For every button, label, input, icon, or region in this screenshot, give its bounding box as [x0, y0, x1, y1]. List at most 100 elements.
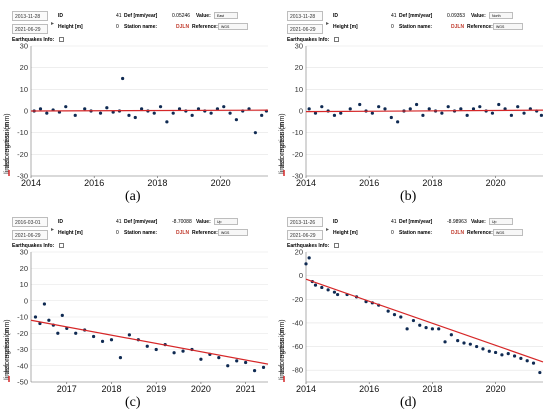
- regression-line: [305, 278, 544, 363]
- height-label: Height [m]: [333, 230, 358, 236]
- data-point: [190, 113, 194, 117]
- y-tick-label: 0: [299, 107, 303, 116]
- y-tick-label: 20: [295, 63, 303, 72]
- x-tick-label: 2018: [147, 178, 167, 188]
- data-point: [396, 120, 400, 124]
- data-point: [252, 369, 257, 373]
- deformation-chart: -50 -40 -30 -20 -10 0 10 20 30 2017 2018 2019 2020 20…: [4, 248, 269, 394]
- reference-select[interactable]: WGS: [493, 229, 523, 236]
- data-point: [446, 105, 450, 109]
- data-point: [172, 351, 176, 355]
- x-tick-label: 2014: [21, 178, 41, 188]
- id-label: ID: [333, 13, 338, 19]
- station-name-label: Station name:: [124, 230, 158, 236]
- earthquakes-info-checkbox[interactable]: [334, 243, 339, 248]
- y-axis-label: deformation (mm): [279, 113, 286, 168]
- start-date-field[interactable]: 2016-03-01: [12, 217, 48, 227]
- data-point: [383, 107, 387, 111]
- def-value: 0.05246: [172, 13, 191, 19]
- data-point: [98, 111, 103, 115]
- y-axis-label: deformation (mm): [279, 319, 286, 374]
- end-date-field[interactable]: 2021-06-29: [12, 24, 48, 34]
- panel-caption: (b): [400, 189, 417, 204]
- y-axis-label: deformation (mm): [4, 319, 11, 374]
- data-point: [332, 290, 337, 294]
- value-select[interactable]: Up: [214, 218, 238, 225]
- data-point: [348, 107, 352, 111]
- earthquakes-info-checkbox[interactable]: [334, 37, 339, 42]
- data-point: [490, 111, 495, 115]
- chart-panel-b: 2013-11-28 2021-06-29 ▸ ID Height [m] 41 0 Def …: [275, 0, 550, 206]
- data-point: [133, 115, 137, 120]
- def-value: -8.98963: [447, 219, 467, 225]
- data-point: [516, 105, 520, 109]
- data-point: [228, 111, 232, 115]
- value-select[interactable]: Up: [489, 218, 513, 225]
- y-tick-label: -30: [292, 172, 303, 181]
- data-point: [307, 256, 311, 260]
- y-tick-label: 30: [20, 248, 28, 257]
- data-point: [320, 105, 324, 109]
- x-tick-label: 2018: [422, 178, 442, 188]
- data-point: [408, 107, 412, 111]
- y-tick-label: -50: [17, 378, 28, 387]
- x-tick-label: 2014: [296, 178, 316, 188]
- data-point: [399, 315, 403, 319]
- data-point: [215, 107, 220, 111]
- data-point: [525, 359, 529, 363]
- x-tick-label: 2014: [296, 384, 316, 394]
- legend-label: linear regression: [4, 328, 11, 380]
- data-point: [235, 359, 239, 363]
- id-value: 41: [391, 219, 397, 225]
- end-date-field[interactable]: 2021-06-29: [287, 230, 323, 240]
- start-date-field[interactable]: 2013-11-28: [12, 11, 48, 21]
- data-point: [127, 113, 131, 117]
- height-value: 0: [391, 24, 394, 30]
- panel-caption: (d): [400, 395, 417, 410]
- data-point: [503, 107, 507, 111]
- data-point: [494, 350, 498, 355]
- reference-select[interactable]: WGS: [218, 229, 248, 236]
- data-point: [336, 292, 340, 297]
- data-point: [459, 107, 463, 111]
- y-tick-label: 0: [299, 271, 303, 280]
- data-point: [171, 111, 175, 115]
- start-date-field[interactable]: 2013-11-26: [287, 217, 323, 227]
- y-tick-label: -20: [17, 150, 28, 159]
- start-date-field[interactable]: 2013-11-28: [287, 11, 323, 21]
- data-point: [60, 313, 64, 317]
- data-point: [74, 331, 78, 335]
- y-axis-label: deformation (mm): [4, 113, 11, 168]
- data-point: [118, 356, 123, 360]
- earthquakes-info-checkbox[interactable]: [59, 37, 64, 42]
- y-tick-label: 20: [20, 264, 28, 273]
- height-label: Height [m]: [333, 24, 358, 30]
- earthquakes-info-label: Earthquakes Info:: [12, 37, 55, 43]
- earthquakes-info-label: Earthquakes Info:: [12, 243, 55, 249]
- def-value: -8.70088: [172, 219, 192, 225]
- station-name-value: DJLN: [176, 24, 190, 30]
- data-point: [370, 111, 374, 115]
- data-point: [261, 365, 266, 369]
- data-point: [152, 111, 156, 115]
- id-value: 41: [116, 13, 122, 19]
- date-arrow-icon: ▸: [326, 21, 330, 27]
- reference-select[interactable]: WGS: [218, 23, 248, 30]
- data-point: [465, 113, 469, 117]
- earthquakes-info-checkbox[interactable]: [59, 243, 64, 248]
- regression-line: [305, 109, 544, 113]
- reference-select[interactable]: WGS: [493, 23, 523, 30]
- data-point: [424, 326, 428, 330]
- station-name-value: DJLN: [451, 24, 465, 30]
- y-tick-label: 30: [20, 42, 28, 51]
- end-date-field[interactable]: 2021-06-29: [287, 24, 323, 34]
- end-date-field[interactable]: 2021-06-29: [12, 230, 48, 240]
- legend-label: linear regression: [279, 328, 286, 380]
- station-name-label: Station name:: [399, 24, 433, 30]
- data-point: [440, 111, 444, 115]
- legend-label: linear regression: [279, 122, 286, 174]
- chart-panel-a: 2013-11-28 2021-06-29 ▸ ID Height [m] 41 0 Def …: [0, 0, 275, 206]
- value-select[interactable]: North: [489, 12, 513, 19]
- value-select[interactable]: East: [214, 12, 238, 19]
- data-point: [320, 285, 324, 290]
